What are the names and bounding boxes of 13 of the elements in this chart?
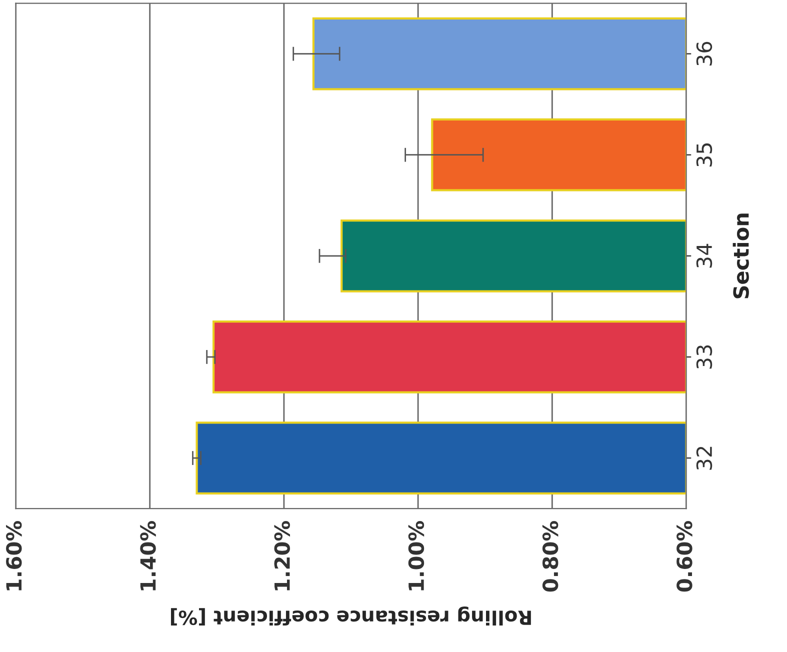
y-axis-title: Section <box>732 214 749 298</box>
x-tick-label: 1.40% <box>140 521 156 590</box>
x-tick-label: 0.60% <box>676 521 692 592</box>
y-tick-label: 33 <box>696 345 712 369</box>
x-tick-label: 0.80% <box>542 521 558 592</box>
x-tick-label: 1.00% <box>408 521 424 590</box>
x-tick-label: 1.20% <box>274 521 290 590</box>
x-tick-label: 1.60% <box>6 521 22 590</box>
y-tick-label: 36 <box>696 42 712 66</box>
y-tick-label: 32 <box>696 446 712 470</box>
x-axis-title: Rolling resistance coefficient [%] <box>170 606 531 626</box>
y-tick-label: 34 <box>696 244 712 268</box>
y-tick-label: 35 <box>696 143 712 167</box>
